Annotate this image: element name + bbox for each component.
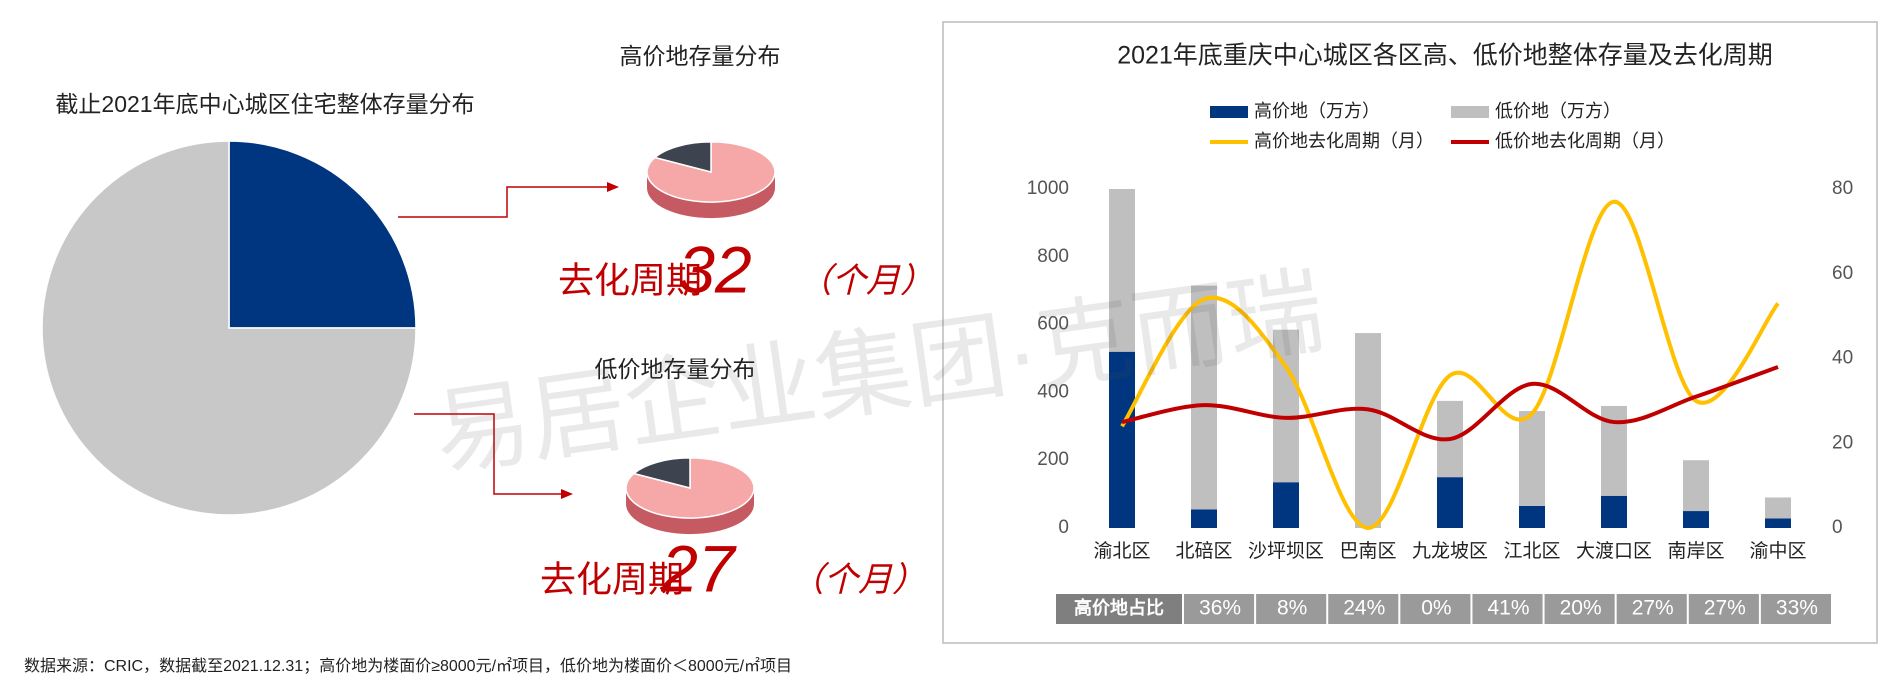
pie-slice (653, 141, 712, 173)
bar (1765, 497, 1791, 519)
bar (1683, 511, 1709, 528)
cycle-value: 27 (660, 531, 737, 605)
table-cell (1688, 594, 1759, 624)
table-value: 20% (1560, 597, 1602, 620)
chart-title: 截止2021年底中心城区住宅整体存量分布 (55, 91, 474, 117)
pie-slice (646, 141, 776, 203)
y2-tick-label: 20 (1832, 432, 1853, 453)
bar (1519, 411, 1545, 506)
cycle-unit: （个月） (790, 561, 926, 599)
x-tick-label: 九龙坡区 (1412, 540, 1488, 562)
bar (1273, 482, 1299, 528)
pie-side (647, 172, 775, 219)
table-value: 24% (1343, 597, 1385, 620)
pie-slice (625, 457, 755, 519)
table-cell (1616, 594, 1687, 624)
table-cell (1544, 594, 1615, 624)
table-cell (1256, 594, 1327, 624)
cycle-value: 32 (678, 232, 751, 306)
y2-tick-label: 0 (1832, 517, 1843, 538)
table-cell (1760, 594, 1831, 624)
y-tick-label: 0 (1058, 517, 1069, 538)
x-tick-label: 江北区 (1503, 540, 1560, 562)
cycle-label: 去化周期 (558, 260, 702, 301)
y2-tick-label: 80 (1832, 178, 1853, 199)
x-tick-label: 渝中区 (1749, 540, 1806, 562)
pie-side (626, 488, 754, 535)
cycle-label: 去化周期 (540, 559, 684, 600)
table-value: 36% (1199, 597, 1241, 620)
y-tick-label: 400 (1037, 381, 1069, 402)
footnote: 数据来源：CRIC，数据截至2021.12.31；高价地为楼面价≥8000元/㎡… (24, 657, 792, 675)
bar (1109, 351, 1135, 528)
bar (1355, 333, 1381, 528)
legend-label: 低价地去化周期（月） (1495, 131, 1675, 151)
table-value: 33% (1776, 597, 1818, 620)
arrow-head (607, 182, 619, 192)
legend-swatch (1210, 106, 1248, 118)
bar (1109, 189, 1135, 352)
bar (1191, 285, 1217, 510)
arrow (398, 186, 615, 218)
y2-tick-label: 60 (1832, 263, 1853, 284)
table-value: 27% (1704, 597, 1746, 620)
pie-slice (632, 457, 691, 489)
table-cell (1472, 594, 1543, 624)
x-tick-label: 沙坪坝区 (1248, 540, 1324, 562)
pie-slice (228, 140, 417, 329)
x-tick-label: 巴南区 (1339, 540, 1396, 562)
table-value: 0% (1421, 597, 1451, 620)
legend-label: 高价地（万方） (1254, 101, 1380, 121)
bar (1683, 460, 1709, 512)
bar (1601, 495, 1627, 528)
table-cell (1328, 594, 1399, 624)
bar (1437, 477, 1463, 528)
legend-label: 低价地（万方） (1495, 101, 1621, 121)
bar (1765, 518, 1791, 528)
chart-title: 低价地存量分布 (595, 356, 756, 382)
bar (1519, 505, 1545, 528)
arrow (414, 413, 569, 495)
chart-title: 高价地存量分布 (620, 43, 781, 69)
bar (1191, 509, 1217, 528)
legend-swatch (1451, 106, 1489, 118)
table-cell (1184, 594, 1255, 624)
arrow-head (561, 489, 573, 499)
table-header: 高价地占比 (1074, 597, 1164, 618)
table-cell (1400, 594, 1471, 624)
legend-label: 高价地去化周期（月） (1254, 131, 1434, 151)
line (1121, 365, 1779, 442)
cycle-unit: （个月） (798, 262, 934, 300)
table-value: 27% (1632, 597, 1674, 620)
x-tick-label: 大渡口区 (1576, 540, 1652, 562)
line (1120, 199, 1780, 531)
right-panel (942, 21, 1878, 644)
pie-slice (41, 140, 417, 516)
x-tick-label: 北碚区 (1175, 540, 1232, 562)
table-value: 8% (1277, 597, 1307, 620)
y-tick-label: 800 (1037, 246, 1069, 267)
table-value: 41% (1487, 597, 1529, 620)
table-header-cell (1056, 594, 1182, 624)
x-tick-label: 渝北区 (1093, 540, 1150, 562)
chart-title: 2021年底重庆中心城区各区高、低价地整体存量及去化周期 (1117, 42, 1773, 70)
y-tick-label: 1000 (1027, 178, 1069, 199)
y-tick-label: 600 (1037, 314, 1069, 335)
y2-tick-label: 40 (1832, 348, 1853, 369)
x-tick-label: 南岸区 (1667, 540, 1724, 562)
y-tick-label: 200 (1037, 449, 1069, 470)
